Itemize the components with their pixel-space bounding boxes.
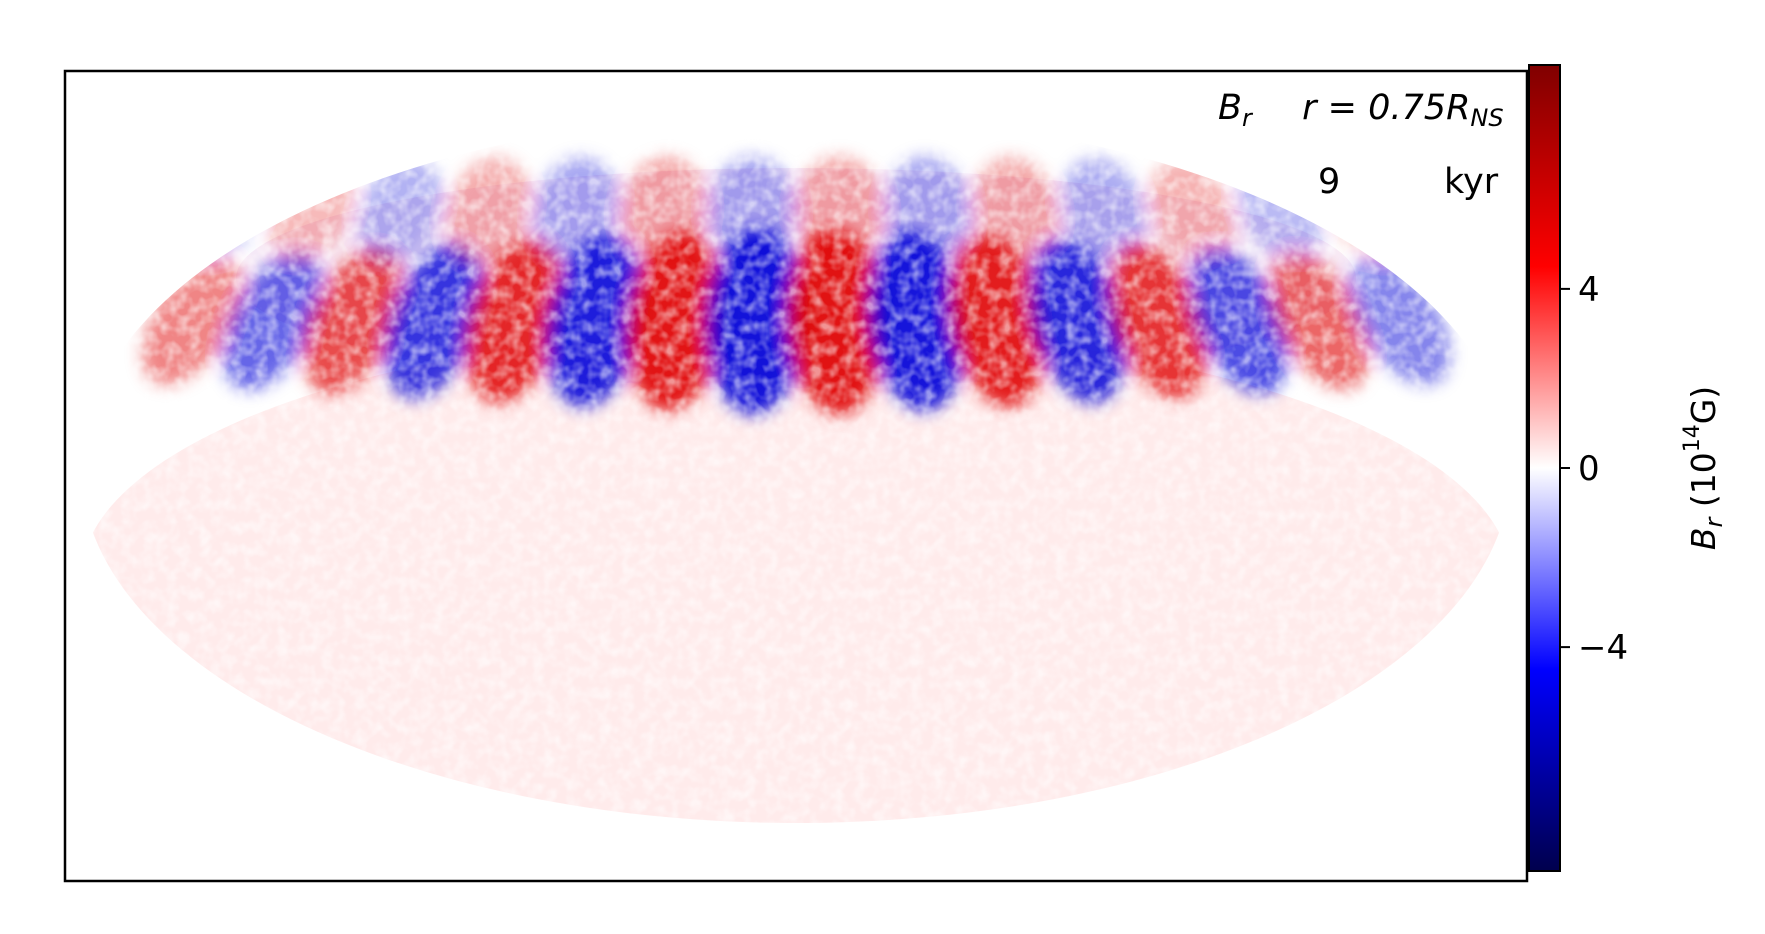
title-quantity-sub: r — [1242, 104, 1252, 132]
small-scale-noise — [81, 113, 1511, 823]
colorbar-tick-label: −4 — [1578, 628, 1628, 668]
cbar-label-symbol: B — [1684, 527, 1723, 551]
colorbar-tick-label: 4 — [1578, 270, 1600, 310]
cbar-label-open: (10 — [1684, 452, 1723, 508]
colorbar-ticks: 4 0 −4 — [1560, 270, 1628, 668]
colorbar — [1528, 64, 1561, 872]
cbar-label-unit: G) — [1684, 385, 1723, 425]
mollweide-map — [81, 113, 1511, 823]
title-quantity-symbol: B — [1218, 88, 1243, 128]
colorbar-tick-label: 0 — [1578, 449, 1600, 489]
title-radius: r = 0.75 — [1302, 88, 1447, 128]
colorbar-label: Br (1014G) — [1680, 386, 1728, 550]
time-unit: kyr — [1444, 162, 1499, 202]
time-value: 9 — [1318, 162, 1341, 202]
title-radius-sub: NS — [1470, 104, 1504, 132]
cbar-label-sub: r — [1700, 517, 1728, 528]
cbar-label-exp: 14 — [1680, 424, 1705, 453]
title-radius-symbol: R — [1446, 88, 1471, 128]
title-annotation: Br r = 0.75RNS — [1218, 88, 1504, 132]
